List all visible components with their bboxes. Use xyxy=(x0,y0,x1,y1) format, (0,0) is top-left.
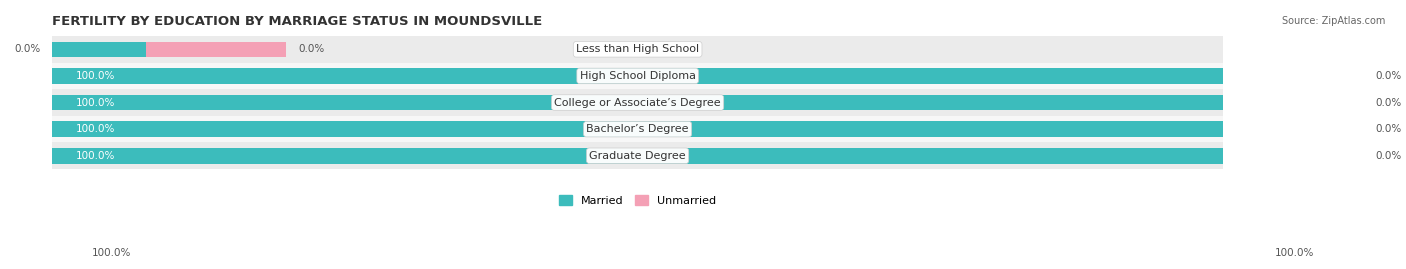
Text: High School Diploma: High School Diploma xyxy=(579,71,696,81)
Bar xyxy=(52,42,146,57)
Bar xyxy=(52,36,1223,63)
Text: 0.0%: 0.0% xyxy=(1375,124,1402,134)
Bar xyxy=(52,116,1223,143)
Bar xyxy=(52,148,1223,164)
Text: Graduate Degree: Graduate Degree xyxy=(589,151,686,161)
Bar xyxy=(52,121,1223,137)
Bar xyxy=(146,42,287,57)
Bar xyxy=(52,89,1223,116)
Text: 0.0%: 0.0% xyxy=(1375,151,1402,161)
Bar xyxy=(52,68,1223,84)
Text: 0.0%: 0.0% xyxy=(14,44,41,54)
Legend: Married, Unmarried: Married, Unmarried xyxy=(554,191,721,211)
Text: 0.0%: 0.0% xyxy=(1375,71,1402,81)
Text: 100.0%: 100.0% xyxy=(1275,248,1315,258)
Bar xyxy=(1223,95,1364,110)
Bar xyxy=(1223,148,1364,164)
Bar xyxy=(1223,68,1364,84)
Text: Source: ZipAtlas.com: Source: ZipAtlas.com xyxy=(1281,16,1385,26)
Text: 100.0%: 100.0% xyxy=(76,124,115,134)
Text: FERTILITY BY EDUCATION BY MARRIAGE STATUS IN MOUNDSVILLE: FERTILITY BY EDUCATION BY MARRIAGE STATU… xyxy=(52,15,543,28)
Bar xyxy=(52,143,1223,169)
Bar xyxy=(52,63,1223,89)
Text: College or Associate’s Degree: College or Associate’s Degree xyxy=(554,98,721,108)
Text: 100.0%: 100.0% xyxy=(76,71,115,81)
Text: Bachelor’s Degree: Bachelor’s Degree xyxy=(586,124,689,134)
Text: 0.0%: 0.0% xyxy=(298,44,325,54)
Text: 0.0%: 0.0% xyxy=(1375,98,1402,108)
Bar xyxy=(1223,121,1364,137)
Text: 100.0%: 100.0% xyxy=(91,248,131,258)
Text: Less than High School: Less than High School xyxy=(576,44,699,54)
Text: 100.0%: 100.0% xyxy=(76,98,115,108)
Bar xyxy=(52,95,1223,110)
Text: 100.0%: 100.0% xyxy=(76,151,115,161)
